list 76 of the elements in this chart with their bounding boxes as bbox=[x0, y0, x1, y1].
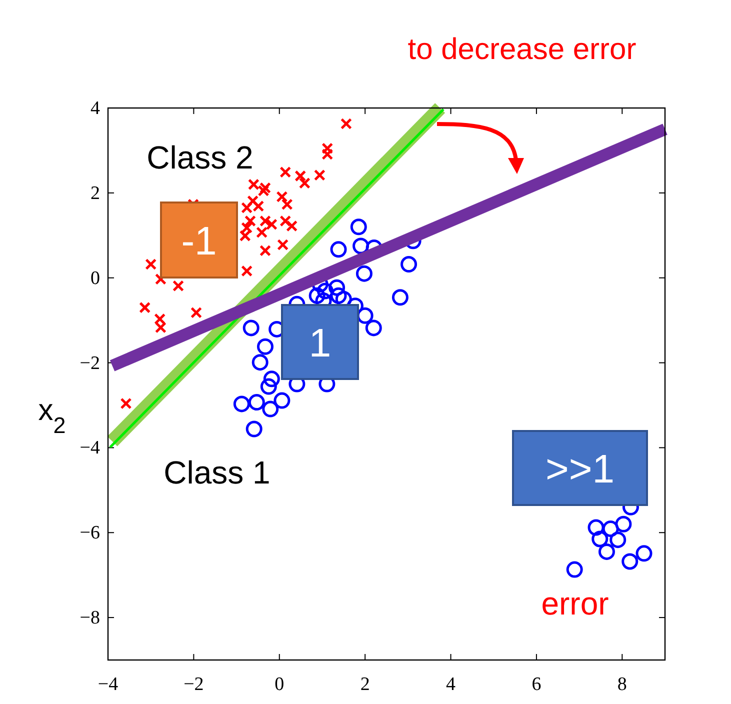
annotation: -1 bbox=[181, 219, 217, 264]
point bbox=[172, 280, 184, 292]
point bbox=[615, 516, 632, 532]
point bbox=[258, 185, 270, 197]
point bbox=[622, 553, 638, 570]
point bbox=[190, 306, 202, 318]
point bbox=[314, 169, 326, 181]
point bbox=[247, 195, 259, 207]
point bbox=[242, 320, 260, 336]
point bbox=[241, 265, 253, 277]
y-tick-label: 0 bbox=[90, 268, 100, 289]
point bbox=[256, 226, 268, 238]
point bbox=[244, 215, 256, 227]
point bbox=[233, 396, 250, 412]
point bbox=[241, 222, 253, 234]
point bbox=[281, 198, 293, 210]
point bbox=[256, 338, 274, 355]
point bbox=[260, 378, 277, 395]
point bbox=[294, 170, 306, 182]
x-tick-label: 8 bbox=[617, 674, 627, 695]
y-tick-label: −4 bbox=[80, 438, 100, 459]
x-tick-label: 0 bbox=[274, 674, 284, 695]
point bbox=[322, 148, 334, 160]
point bbox=[248, 394, 265, 411]
point bbox=[262, 400, 279, 418]
text: to decrease error bbox=[408, 32, 636, 66]
y-tick-label: −6 bbox=[80, 522, 100, 544]
point bbox=[322, 142, 334, 154]
point bbox=[252, 354, 268, 371]
point bbox=[350, 218, 367, 236]
y-tick-label: 4 bbox=[90, 98, 100, 119]
point bbox=[286, 220, 298, 232]
point bbox=[120, 398, 132, 410]
point bbox=[610, 532, 626, 548]
x-tick-label: 2 bbox=[360, 674, 370, 695]
annotation: Class 2 bbox=[146, 140, 254, 176]
y-tick-label: −2 bbox=[80, 352, 100, 374]
point bbox=[308, 287, 326, 304]
annotation: Class 1 bbox=[164, 454, 270, 491]
point bbox=[263, 370, 280, 388]
point bbox=[340, 118, 352, 130]
point bbox=[588, 519, 604, 536]
point bbox=[139, 302, 151, 314]
point bbox=[239, 230, 251, 242]
x-tick-label: 6 bbox=[532, 674, 542, 695]
annotation: 1 bbox=[308, 321, 332, 366]
y-tick-label: −8 bbox=[80, 608, 100, 629]
x-tick-label: 4 bbox=[446, 674, 456, 695]
point bbox=[328, 279, 346, 296]
point bbox=[365, 320, 382, 336]
point bbox=[145, 258, 157, 270]
point bbox=[392, 289, 408, 306]
point bbox=[280, 215, 292, 227]
y-tick-label: 2 bbox=[90, 182, 100, 204]
point bbox=[276, 190, 288, 202]
point bbox=[330, 287, 347, 304]
point bbox=[356, 265, 372, 282]
point bbox=[280, 166, 292, 178]
point bbox=[154, 313, 166, 325]
point bbox=[298, 177, 310, 189]
point bbox=[400, 256, 418, 273]
annotation: >>1 bbox=[546, 447, 614, 492]
point bbox=[330, 241, 347, 258]
point bbox=[259, 244, 271, 256]
annotation: error bbox=[541, 586, 610, 622]
point bbox=[277, 238, 289, 250]
x-tick-label: −2 bbox=[184, 674, 204, 695]
point bbox=[598, 543, 615, 560]
point bbox=[274, 392, 290, 409]
point bbox=[636, 545, 652, 562]
point bbox=[566, 561, 583, 578]
point bbox=[592, 530, 608, 548]
point bbox=[602, 520, 619, 538]
y-axis-title: x$_{2}$ bbox=[38, 394, 66, 438]
point bbox=[154, 322, 166, 334]
point bbox=[246, 420, 262, 438]
